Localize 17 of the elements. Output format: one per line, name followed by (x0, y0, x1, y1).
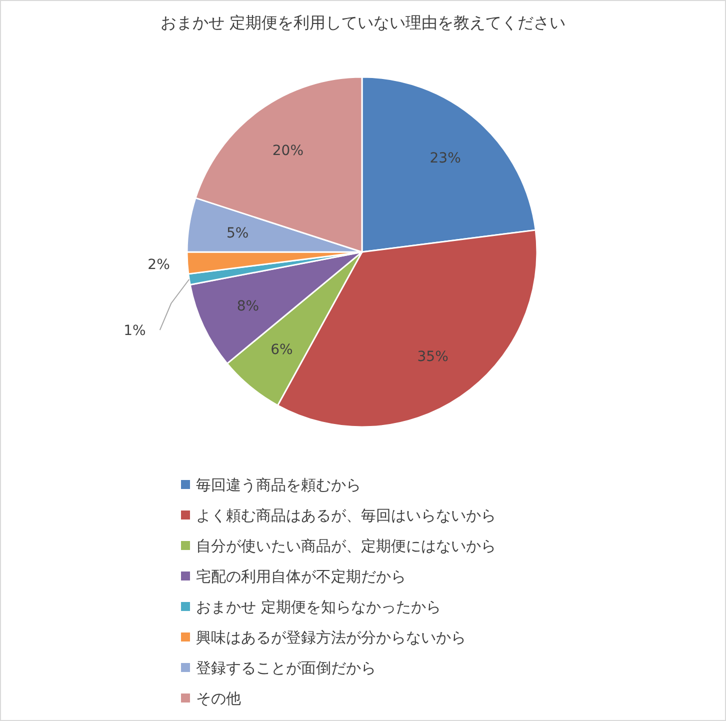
legend-label: 宅配の利用自体が不定期だから (196, 568, 406, 586)
data-label: 8% (236, 298, 260, 315)
data-label: 2% (148, 257, 170, 274)
legend-label: その他 (196, 690, 241, 708)
chart-title: おまかせ 定期便を利用していない理由を教えてください (160, 13, 566, 32)
data-label: 6% (270, 342, 293, 358)
legend-label: 自分が使いたい商品が、定期便にはないから (196, 537, 496, 555)
data-label: 5% (226, 225, 249, 242)
data-label: 35% (417, 349, 448, 366)
data-label: 20% (272, 143, 304, 160)
data-label: 1% (124, 323, 146, 340)
data-label: 23% (430, 150, 461, 166)
legend-label: おまかせ 定期便を知らなかったから (196, 598, 441, 616)
legend-label: 毎回違う商品を頼むから (196, 476, 361, 494)
legend-label: 登録することが面倒だから (196, 659, 376, 677)
legend-label: よく頼む商品はあるが、毎回はいらないから (196, 506, 496, 524)
legend-label: 興味はあるが登録方法が分からないから (196, 628, 466, 646)
